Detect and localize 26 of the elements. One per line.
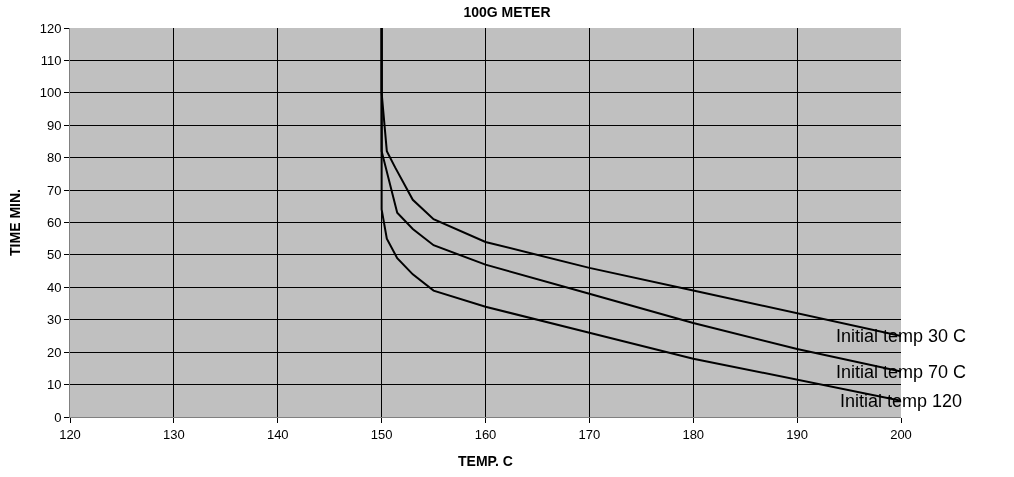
y-tick-label: 120: [39, 20, 62, 36]
y-tick-label: 80: [46, 150, 62, 166]
x-tick-label: 130: [163, 426, 185, 442]
x-tick-label: 200: [890, 426, 912, 442]
chart-title: 100G METER: [463, 3, 551, 20]
x-axis-title: TEMP. C: [458, 452, 513, 469]
y-tick-label: 60: [46, 215, 62, 231]
x-tick-label: 190: [786, 426, 808, 442]
x-tick-label: 150: [370, 426, 393, 442]
y-tick-label: 110: [40, 52, 62, 68]
x-tick-label: 140: [266, 426, 289, 442]
x-tick-label: 170: [578, 426, 601, 442]
x-tick-label: 160: [474, 426, 497, 442]
x-tick-label: 180: [682, 426, 705, 442]
y-tick-label: 100: [39, 85, 62, 101]
y-tick-label: 10: [46, 377, 62, 393]
y-axis-title: TIME MIN.: [7, 189, 24, 256]
y-tick-label: 40: [46, 279, 62, 295]
series-label: Initial temp 120: [840, 391, 963, 411]
y-tick-label: 30: [46, 312, 62, 328]
y-tick-label: 20: [46, 344, 62, 360]
y-tick-label: 70: [46, 182, 62, 198]
y-tick-label: 90: [46, 117, 62, 133]
y-tick-label: 0: [54, 409, 62, 425]
x-tick-label: 120: [59, 426, 81, 442]
y-tick-label: 50: [46, 247, 62, 263]
